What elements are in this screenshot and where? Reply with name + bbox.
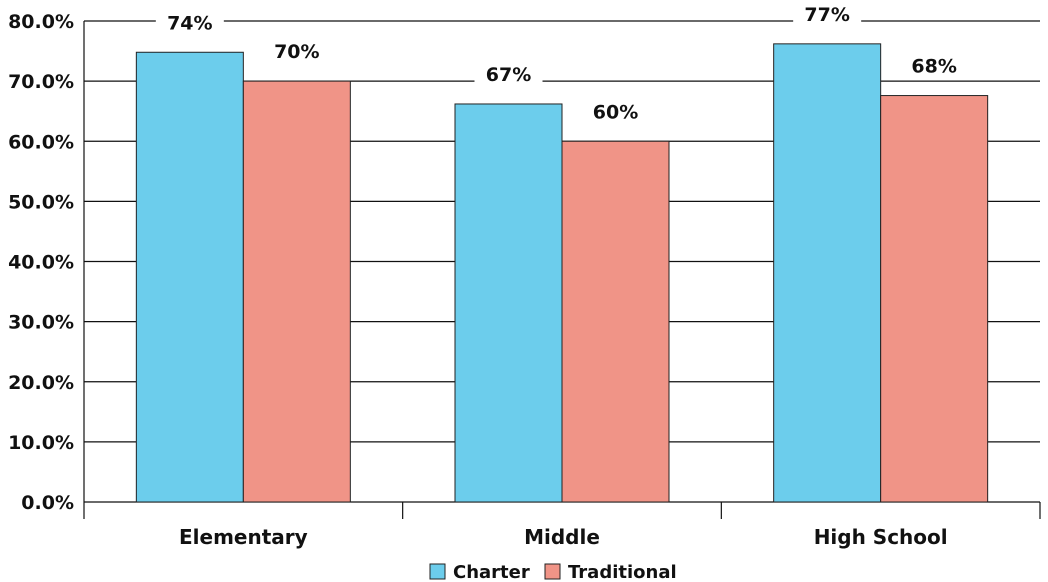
y-tick-label: 20.0% [8,372,74,394]
y-tick-label: 0.0% [21,492,74,514]
data-label-background [900,54,969,79]
bar-charter-high-school [773,43,882,503]
data-label-background [474,62,543,87]
data-label-background [581,100,650,125]
bar-charter-elementary [135,51,244,503]
y-tick-label: 60.0% [8,131,74,153]
x-category-label: High School [814,525,948,549]
data-label: 77% [804,4,849,26]
legend: Charter Traditional [429,562,677,582]
bar-charter-middle [454,103,563,503]
data-label: 60% [593,101,638,123]
data-label: 67% [486,64,531,86]
data-label-background [262,40,331,65]
data-labels: 74% 70% 67% 60% 77% 68% [155,2,969,125]
bars [135,43,989,503]
legend-swatch-charter [429,563,446,580]
bar-traditional-middle [561,140,670,503]
y-tick-label: 40.0% [8,252,74,274]
data-label: 70% [274,41,319,63]
data-label-background [155,11,224,36]
y-axis-tick-labels: 0.0% 10.0% 20.0% 30.0% 40.0% 50.0% 60.0% 70.0% 8… [8,11,74,514]
legend-label-charter: Charter [453,562,530,582]
y-tick-label: 30.0% [8,312,74,334]
data-label: 68% [911,56,956,78]
data-label-background [793,2,862,27]
y-tick-label: 10.0% [8,432,74,454]
y-tick-label: 50.0% [8,191,74,213]
x-category-label: Middle [524,525,600,549]
y-tick-label: 80.0% [8,11,74,33]
y-tick-label: 70.0% [8,71,74,93]
data-label: 74% [167,12,212,34]
bar-traditional-high-school [880,95,989,503]
x-category-label: Elementary [179,525,308,549]
legend-swatch-traditional [544,563,561,580]
bar-traditional-elementary [242,80,351,503]
legend-label-traditional: Traditional [568,562,677,582]
